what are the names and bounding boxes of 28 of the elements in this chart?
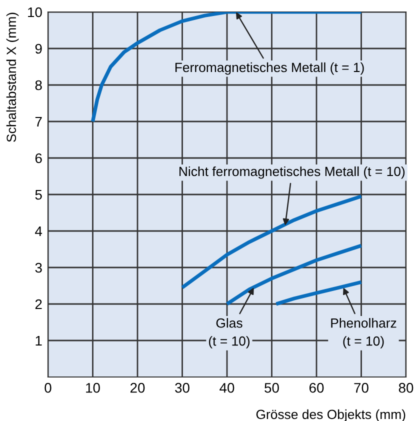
annotation: Phenolharz (t = 10)	[331, 318, 396, 348]
x-tick-label: 50	[264, 382, 279, 393]
y-tick-label: 3	[35, 262, 42, 273]
y-tick-label: 8	[35, 80, 42, 90]
line-series	[90, 12, 364, 124]
line-series	[225, 244, 364, 306]
x-tick-label: 70	[354, 382, 368, 393]
line-series	[180, 194, 364, 290]
x-tick-label: 20	[130, 382, 145, 393]
x-tick-label: 10	[86, 382, 100, 393]
y-tick-label: 1	[36, 336, 42, 346]
y-tick-label: 2	[35, 299, 42, 310]
y-tick-label: 9	[35, 44, 42, 54]
y-axis-title: Schaltabstand X (mm)	[6, 12, 19, 142]
y-tick-label: 10	[28, 7, 42, 18]
annotation: Nicht ferromagnetisches Metall (t = 10)	[179, 166, 405, 179]
y-tick-label: 7	[35, 116, 42, 127]
annotation: Glas (t = 10)	[208, 318, 250, 348]
line-series	[274, 280, 364, 306]
x-tick-label: 80	[398, 382, 414, 393]
x-tick-label: 0	[44, 382, 52, 393]
x-tick-label: 30	[175, 382, 190, 393]
y-tick-label: 6	[35, 153, 42, 164]
annotation: Ferromagnetisches Metall (t = 1)	[175, 62, 364, 75]
x-tick-label: 40	[220, 382, 234, 393]
y-tick-label: 4	[35, 226, 42, 236]
x-tick-label: 60	[309, 382, 324, 393]
y-tick-label: 5	[35, 190, 42, 200]
